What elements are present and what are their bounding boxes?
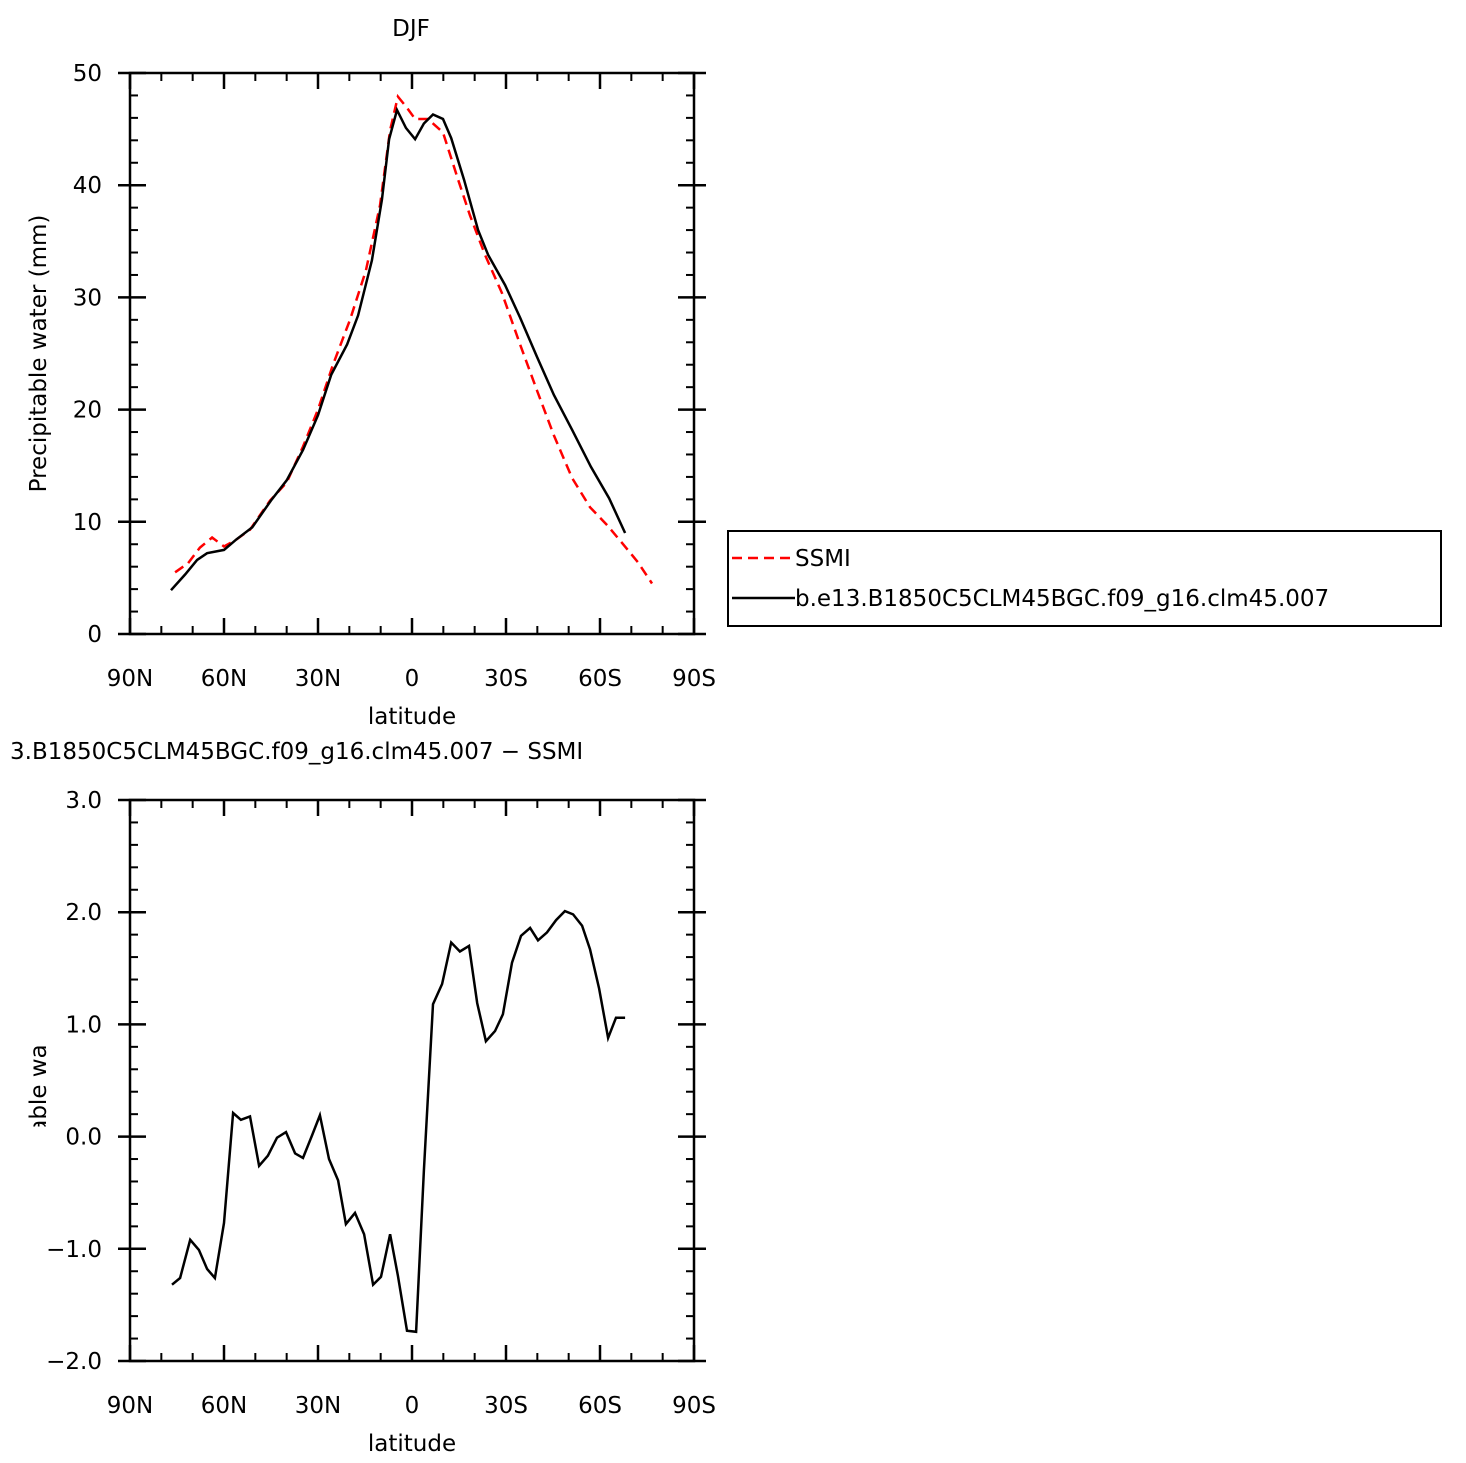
x-tick-label: 60S — [578, 666, 622, 692]
x-tick-label: 90N — [107, 666, 153, 692]
chart-title: 3.B1850C5CLM45BGC.f09_g16.clm45.007 − SS… — [10, 739, 583, 765]
y-tick-label: 20 — [73, 398, 102, 424]
x-tick-label: 30N — [295, 666, 341, 692]
y-tick-label: 1.0 — [65, 1012, 102, 1038]
x-tick-label: 90S — [672, 666, 716, 692]
data-line — [170, 106, 627, 592]
data-line — [171, 909, 626, 1334]
x-axis-label: latitude — [368, 1431, 456, 1457]
y-tick-label: 2.0 — [65, 900, 102, 926]
legend-label: SSMI — [795, 546, 851, 572]
x-tick-label: 0 — [405, 1393, 420, 1419]
y-tick-label: 40 — [73, 173, 102, 199]
y-tick-label: −2.0 — [46, 1349, 102, 1375]
x-tick-label: 60S — [578, 1393, 622, 1419]
x-tick-label: 60N — [201, 666, 247, 692]
y-tick-label: 0 — [87, 622, 102, 648]
y-tick-label: −1.0 — [46, 1237, 102, 1263]
x-tick-label: 30S — [484, 666, 528, 692]
y-axis-label: Precipitable water (mm) — [26, 942, 52, 1220]
y-tick-label: 30 — [73, 285, 102, 311]
y-axis-label: Precipitable water (mm) — [26, 215, 52, 493]
x-tick-label: 0 — [405, 666, 420, 692]
y-tick-label: 50 — [73, 61, 102, 87]
chart-title: DJF — [392, 16, 430, 42]
x-tick-label: 30N — [295, 1393, 341, 1419]
data-line — [174, 93, 654, 585]
plot-frame — [128, 71, 696, 636]
x-tick-label: 30S — [484, 1393, 528, 1419]
y-tick-label: 0.0 — [65, 1125, 102, 1151]
x-tick-label: 90S — [672, 1393, 716, 1419]
y-tick-label: 10 — [73, 510, 102, 536]
y-tick-label: 3.0 — [65, 788, 102, 814]
legend-label: b.e13.B1850C5CLM45BGC.f09_g16.clm45.007 — [795, 586, 1329, 612]
x-tick-label: 90N — [107, 1393, 153, 1419]
x-tick-label: 60N — [201, 1393, 247, 1419]
legend-box — [727, 530, 1442, 627]
x-axis-label: latitude — [368, 704, 456, 730]
